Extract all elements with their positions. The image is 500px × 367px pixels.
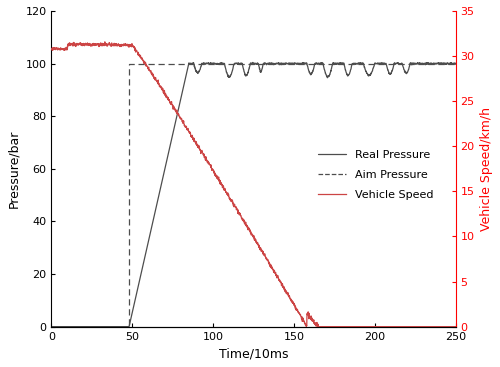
Aim Pressure <box>48 324 54 329</box>
Vehicle Speed <box>48 47 54 52</box>
Y-axis label: Vehicle Speed/km/h: Vehicle Speed/km/h <box>480 107 493 231</box>
Vehicle Speed <box>304 324 310 329</box>
Real Pressure <box>367 73 373 77</box>
Real Pressure <box>69 324 75 329</box>
Real Pressure <box>452 61 458 66</box>
Real Pressure <box>245 70 251 75</box>
Real Pressure <box>234 61 240 66</box>
Aim Pressure <box>126 61 132 66</box>
X-axis label: Time/10ms: Time/10ms <box>218 347 288 360</box>
Real Pressure <box>441 61 447 65</box>
Vehicle Speed <box>245 225 251 230</box>
Aim Pressure <box>452 61 458 66</box>
Vehicle Speed <box>102 40 108 44</box>
Vehicle Speed <box>441 324 447 329</box>
Vehicle Speed <box>452 324 458 329</box>
Line: Vehicle Speed: Vehicle Speed <box>52 42 456 327</box>
Real Pressure <box>250 60 256 65</box>
Aim Pressure <box>126 324 132 329</box>
Real Pressure <box>48 324 54 329</box>
Vehicle Speed <box>234 207 240 212</box>
Vehicle Speed <box>367 324 373 329</box>
Aim Pressure <box>126 324 132 329</box>
Line: Real Pressure: Real Pressure <box>52 62 456 327</box>
Line: Aim Pressure: Aim Pressure <box>52 63 456 327</box>
Vehicle Speed <box>69 42 75 47</box>
Y-axis label: Pressure/bar: Pressure/bar <box>7 130 20 208</box>
Legend: Real Pressure, Aim Pressure, Vehicle Speed: Real Pressure, Aim Pressure, Vehicle Spe… <box>314 146 438 204</box>
Vehicle Speed <box>441 324 447 329</box>
Real Pressure <box>441 61 447 66</box>
